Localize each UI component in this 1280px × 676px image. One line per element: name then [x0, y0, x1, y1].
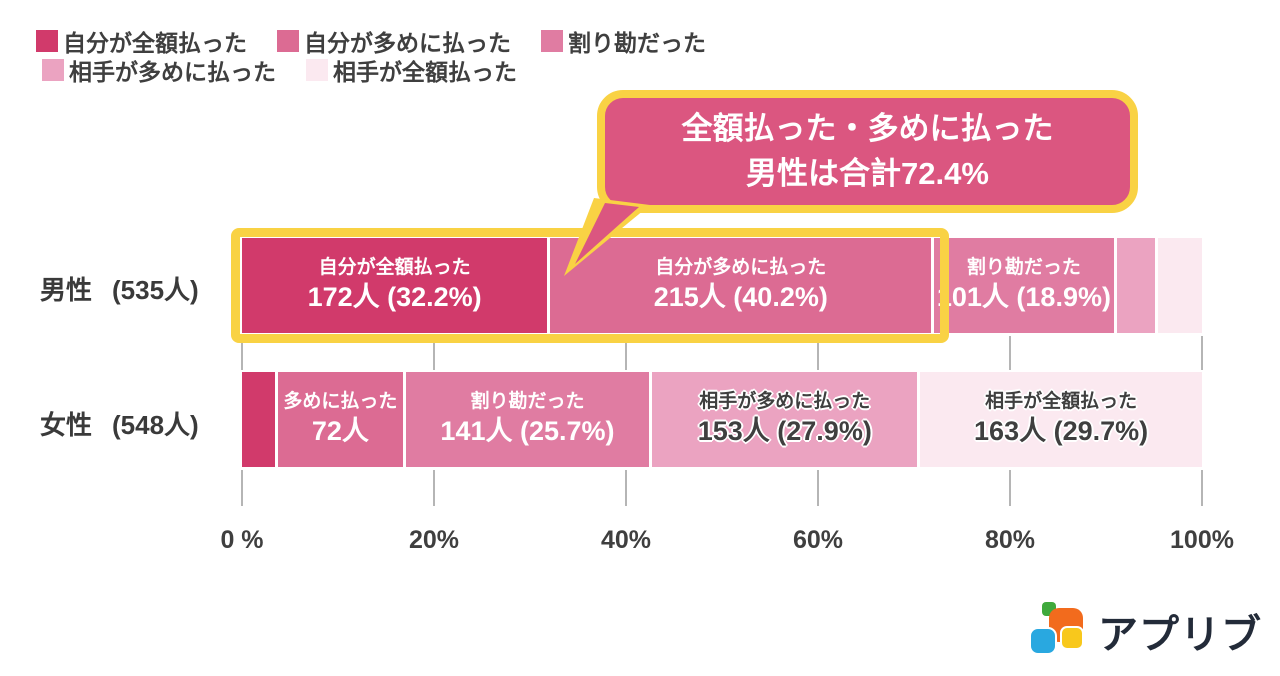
axis-tick-line — [625, 470, 627, 506]
bar-segment: 自分が全額払った 172人 (32.2%) — [242, 238, 548, 333]
legend: 自分が全額払った 自分が多めに払った 割り勘だった相手が多めに払った 相手が全額払った — [36, 24, 706, 87]
row-count: (548人) — [112, 410, 199, 440]
segment-label: 自分が多めに払った — [655, 257, 827, 279]
axis-tick-label: 100% — [1170, 526, 1234, 554]
row-count: (535人) — [112, 275, 199, 305]
legend-label: 相手が全額払った — [333, 58, 517, 85]
row-label-men: 男性 (535人) — [40, 270, 199, 307]
bar-segment: 自分が多めに払った 215人 (40.2%) — [550, 238, 932, 333]
bar-segment: 割り勘だった 101人 (18.9%) — [934, 238, 1114, 333]
row-name: 女性 — [40, 410, 93, 440]
callout-bubble: 全額払った・多めに払った 男性は合計72.4% — [597, 90, 1138, 213]
segment-value: 215人 (40.2%) — [653, 281, 828, 312]
legend-item: 相手が多めに払った — [42, 53, 276, 87]
legend-row: 相手が多めに払った 相手が全額払った — [42, 53, 706, 87]
axis-tick-label: 40% — [600, 526, 652, 554]
callout-tail-icon — [564, 198, 650, 276]
segment-label: 割り勘だった — [470, 391, 585, 413]
logo-icon — [1030, 602, 1084, 655]
segment-label: 相手が全額払った — [985, 391, 1138, 413]
segment-label: 自分が全額払った — [318, 257, 471, 279]
segment-value: 101人 (18.9%) — [936, 281, 1111, 312]
row-label-women: 女性 (548人) — [40, 405, 199, 442]
callout-text-line2: 男性は合計72.4% — [746, 155, 989, 191]
segment-value: 153人 (27.9%) — [697, 415, 872, 446]
bar-segment: 割り勘だった 141人 (25.7%) — [405, 372, 650, 467]
bar-segment — [242, 372, 276, 467]
segment-value: 72人 — [311, 415, 369, 446]
axis-tick-label: 0 % — [220, 526, 264, 554]
legend-label: 自分が全額払った — [63, 29, 247, 56]
stacked-bar-men: 自分が全額払った 172人 (32.2%) 自分が多めに払った 215人 (40.2%… — [242, 238, 1202, 333]
legend-label: 割り勘だった — [568, 29, 706, 56]
stacked-bar-women: 多めに払った 72人 割り勘だった 141人 (25.7%) 相手が多めに払った 153人… — [242, 372, 1202, 467]
axis-tick-line — [625, 336, 627, 370]
axis-tick-label: 80% — [984, 526, 1036, 554]
legend-label: 自分が多めに払った — [304, 29, 511, 56]
legend-item: 自分が多めに払った — [277, 24, 511, 58]
legend-swatch-icon — [277, 29, 299, 52]
legend-swatch-icon — [36, 29, 58, 52]
axis-tick-label: 60% — [792, 526, 844, 554]
logo-text: アプリブ — [1098, 613, 1262, 657]
segment-value: 141人 (25.7%) — [440, 415, 615, 446]
legend-item: 割り勘だった — [541, 24, 706, 58]
axis-tick-line — [817, 336, 819, 370]
legend-swatch-icon — [306, 58, 328, 81]
segment-value: 172人 (32.2%) — [307, 281, 482, 312]
axis-tick-line — [1009, 470, 1011, 506]
axis-tick-line — [1201, 470, 1203, 506]
axis-tick-line — [1201, 336, 1203, 370]
axis-tick-line — [817, 470, 819, 506]
segment-label: 相手が多めに払った — [699, 391, 871, 413]
segment-value: 163人 (29.7%) — [974, 415, 1149, 446]
legend-item: 相手が全額払った — [306, 53, 517, 87]
axis-tick-line — [241, 336, 243, 370]
segment-label: 多めに払った — [283, 391, 398, 413]
logo: アプリブ — [1030, 602, 1262, 660]
bar-segment: 多めに払った 72人 — [278, 372, 403, 467]
row-name: 男性 — [40, 275, 93, 305]
bar-segment: 相手が多めに払った 153人 (27.9%) — [652, 372, 918, 467]
bar-segment — [1158, 238, 1202, 333]
axis-tick-line — [433, 470, 435, 506]
segment-label: 割り勘だった — [966, 257, 1081, 279]
axis-tick-line — [241, 470, 243, 506]
legend-row: 自分が全額払った 自分が多めに払った 割り勘だった — [36, 24, 706, 58]
legend-swatch-icon — [42, 58, 64, 81]
callout-text-line1: 全額払った・多めに払った — [681, 110, 1054, 146]
legend-item: 自分が全額払った — [36, 24, 247, 58]
bar-segment: 相手が全額払った 163人 (29.7%) — [920, 372, 1202, 467]
legend-label: 相手が多めに払った — [69, 58, 276, 85]
axis-tick-line — [433, 336, 435, 370]
axis-tick-label: 20% — [408, 526, 460, 554]
axis-tick-line — [1009, 336, 1011, 370]
legend-swatch-icon — [541, 29, 563, 52]
bar-segment — [1116, 238, 1156, 333]
